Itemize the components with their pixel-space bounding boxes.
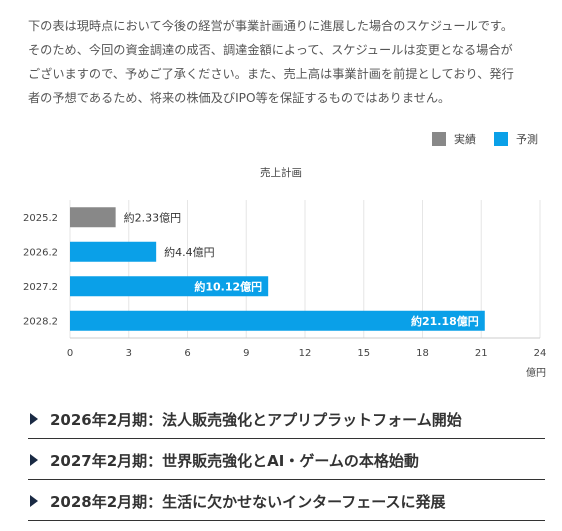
legend-swatch-forecast xyxy=(494,132,508,146)
intro-line: 者の予想であるため、将来の株価及びIPO等を保証するものではありません。 xyxy=(28,91,451,105)
category-label: 2025.2 xyxy=(23,213,58,224)
chart-legend: 実績 予測 xyxy=(414,131,538,147)
milestone-item[interactable]: 2027年2月期：世界販売強化とAI・ゲームの本格始動 xyxy=(28,441,545,480)
triangle-right-icon xyxy=(30,413,38,425)
bar xyxy=(70,276,269,297)
x-tick-label: 15 xyxy=(357,348,370,359)
x-tick-label: 18 xyxy=(416,348,429,359)
x-tick-label: 3 xyxy=(126,348,132,359)
category-label: 2026.2 xyxy=(23,247,58,258)
sales-bar-chart: 0 3 6 9 12 15 18 21 24 億円 2025.2 約2.33億円 2026.2 約4.4億… xyxy=(23,200,547,379)
milestone-label: 2028年2月期：生活に欠かせないインターフェースに発展 xyxy=(50,492,446,511)
data-label: 約4.4億円 xyxy=(164,245,215,259)
bar xyxy=(70,310,485,331)
category-label: 2028.2 xyxy=(23,316,58,327)
bar xyxy=(70,207,116,228)
milestone-item[interactable]: 2028年2月期：生活に欠かせないインターフェースに発展 xyxy=(28,482,545,521)
x-tick-label: 9 xyxy=(243,348,249,359)
milestone-item[interactable]: 2026年2月期：法人販売強化とアプリプラットフォーム開始 xyxy=(28,400,545,439)
legend-label-actual: 実績 xyxy=(454,133,476,146)
triangle-right-icon xyxy=(30,495,38,507)
x-axis-label: 億円 xyxy=(526,366,546,379)
intro-line: 下の表は現時点において今後の経営が事業計画通りに進展した場合のスケジュールです。 xyxy=(28,19,514,33)
milestone-list: 2026年2月期：法人販売強化とアプリプラットフォーム開始 2027年2月期：世… xyxy=(28,400,545,521)
triangle-right-icon xyxy=(30,454,38,466)
chart-title: 売上計画 xyxy=(260,167,302,179)
data-label: 約10.12億円 xyxy=(194,279,262,293)
bar xyxy=(70,241,157,262)
data-label: 約2.33億円 xyxy=(124,210,182,224)
x-tick-label: 0 xyxy=(67,348,73,359)
milestone-label: 2026年2月期：法人販売強化とアプリプラットフォーム開始 xyxy=(50,410,462,429)
category-label: 2027.2 xyxy=(23,282,58,293)
intro-line: ございますので、予めご了承ください。また、売上高は事業計画を前提としており、発行 xyxy=(28,67,514,81)
intro-line: そのため、今回の資金調達の成否、調達金額によって、スケジュールは変更となる場合が xyxy=(28,43,513,57)
legend-item-actual[interactable]: 実績 xyxy=(432,131,476,147)
x-tick-label: 6 xyxy=(184,348,190,359)
legend-swatch-actual xyxy=(432,132,446,146)
intro-text: 下の表は現時点において今後の経営が事業計画通りに進展した場合のスケジュールです。… xyxy=(28,14,554,110)
x-tick-label: 12 xyxy=(299,348,312,359)
legend-label-forecast: 予測 xyxy=(516,133,538,146)
legend-item-forecast[interactable]: 予測 xyxy=(494,131,538,147)
data-label: 約21.18億円 xyxy=(411,314,479,328)
x-tick-label: 24 xyxy=(534,348,547,359)
x-tick-label: 21 xyxy=(475,348,488,359)
milestone-label: 2027年2月期：世界販売強化とAI・ゲームの本格始動 xyxy=(50,451,419,470)
